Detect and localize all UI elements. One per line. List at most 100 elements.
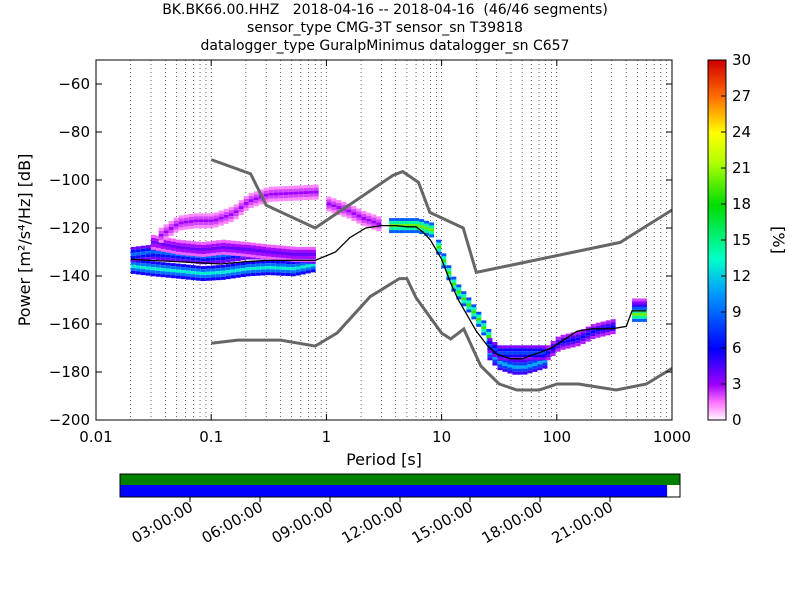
density-cell — [637, 306, 643, 310]
density-cell — [193, 222, 199, 226]
density-cell — [260, 255, 266, 259]
density-cell — [188, 222, 194, 226]
density-cell — [512, 354, 518, 358]
colorbar-segment — [708, 164, 726, 167]
density-cell — [185, 246, 191, 250]
density-cell — [346, 215, 352, 219]
density-cell — [243, 195, 249, 199]
density-cell — [210, 240, 216, 244]
plot-area — [95, 59, 673, 421]
density-cell — [637, 312, 643, 316]
colorbar-segment — [708, 178, 726, 181]
density-cell — [585, 326, 591, 330]
colorbar-tick-label: 0 — [732, 411, 742, 429]
density-cell — [180, 246, 186, 250]
density-cell — [441, 259, 447, 263]
y-tick-label: −120 — [49, 219, 90, 237]
density-cell — [163, 233, 169, 237]
density-cell — [585, 329, 591, 333]
colorbar-segment — [708, 220, 726, 223]
colorbar-segment — [708, 290, 726, 293]
colorbar-segment — [708, 80, 726, 83]
density-cell — [163, 236, 169, 240]
density-cell — [260, 243, 266, 247]
density-cell — [492, 342, 498, 346]
density-cell — [228, 207, 234, 211]
colorbar-segment — [708, 236, 726, 239]
density-cell — [288, 188, 294, 192]
density-cells — [130, 184, 648, 375]
colorbar-segment — [708, 124, 726, 127]
density-cell — [175, 263, 181, 267]
density-cell — [605, 320, 611, 324]
density-cell — [180, 270, 186, 274]
density-cell — [140, 248, 146, 252]
density-cell — [303, 194, 309, 198]
density-cell — [376, 219, 382, 223]
density-cell — [203, 216, 209, 220]
density-cell — [446, 274, 452, 278]
colorbar-segment — [708, 198, 726, 201]
density-cell — [145, 266, 151, 270]
density-cell — [140, 263, 146, 267]
colorbar-segment — [708, 102, 726, 105]
colorbar-segment — [708, 146, 726, 149]
colorbar-segment — [708, 82, 726, 85]
density-cell — [305, 264, 311, 268]
density-cell — [429, 228, 435, 232]
colorbar-segment — [708, 250, 726, 253]
density-cell — [642, 306, 648, 310]
density-cell — [492, 359, 498, 363]
density-cell — [135, 265, 141, 269]
density-cell — [305, 246, 311, 250]
density-cell — [195, 250, 201, 254]
density-cell — [394, 221, 400, 225]
density-cell — [270, 256, 276, 260]
colorbar-segment — [708, 126, 726, 129]
density-cell — [293, 191, 299, 195]
density-cell — [210, 243, 216, 247]
x-tick-label: 100 — [542, 428, 571, 446]
density-cell — [461, 303, 467, 307]
density-cell — [532, 357, 538, 361]
density-cell — [265, 266, 271, 270]
density-cell — [351, 206, 357, 210]
density-cell — [175, 269, 181, 273]
colorbar-segment — [708, 174, 726, 177]
density-cell — [502, 365, 508, 369]
density-cell — [230, 243, 236, 247]
density-cell — [527, 364, 533, 368]
density-cell — [565, 342, 571, 346]
density-cell — [160, 271, 166, 275]
density-cell — [371, 217, 377, 221]
density-cell — [389, 221, 395, 225]
density-cell — [429, 234, 435, 238]
density-cell — [160, 262, 166, 266]
colorbar-segment — [708, 182, 726, 185]
density-cell — [471, 304, 477, 308]
density-cell — [165, 271, 171, 275]
density-cell — [310, 266, 316, 270]
density-cell — [637, 318, 643, 322]
density-cell — [305, 270, 311, 274]
colorbar-tick-label: 9 — [732, 303, 742, 321]
density-cell — [298, 194, 304, 198]
density-cell — [399, 218, 405, 222]
density-cell — [180, 252, 186, 256]
density-cell — [565, 339, 571, 343]
density-cell — [280, 248, 286, 252]
colorbar-tick-label: 30 — [732, 51, 751, 69]
density-cell — [170, 255, 176, 259]
density-cell — [245, 245, 251, 249]
density-cell — [555, 336, 561, 340]
density-cell — [158, 230, 164, 234]
density-cell — [150, 246, 156, 250]
density-cell — [278, 198, 284, 202]
density-cell — [258, 189, 264, 193]
density-cell — [487, 338, 493, 342]
density-cell — [308, 196, 314, 200]
density-cell — [250, 261, 256, 265]
colorbar-segment — [708, 276, 726, 279]
density-cell — [180, 276, 186, 280]
